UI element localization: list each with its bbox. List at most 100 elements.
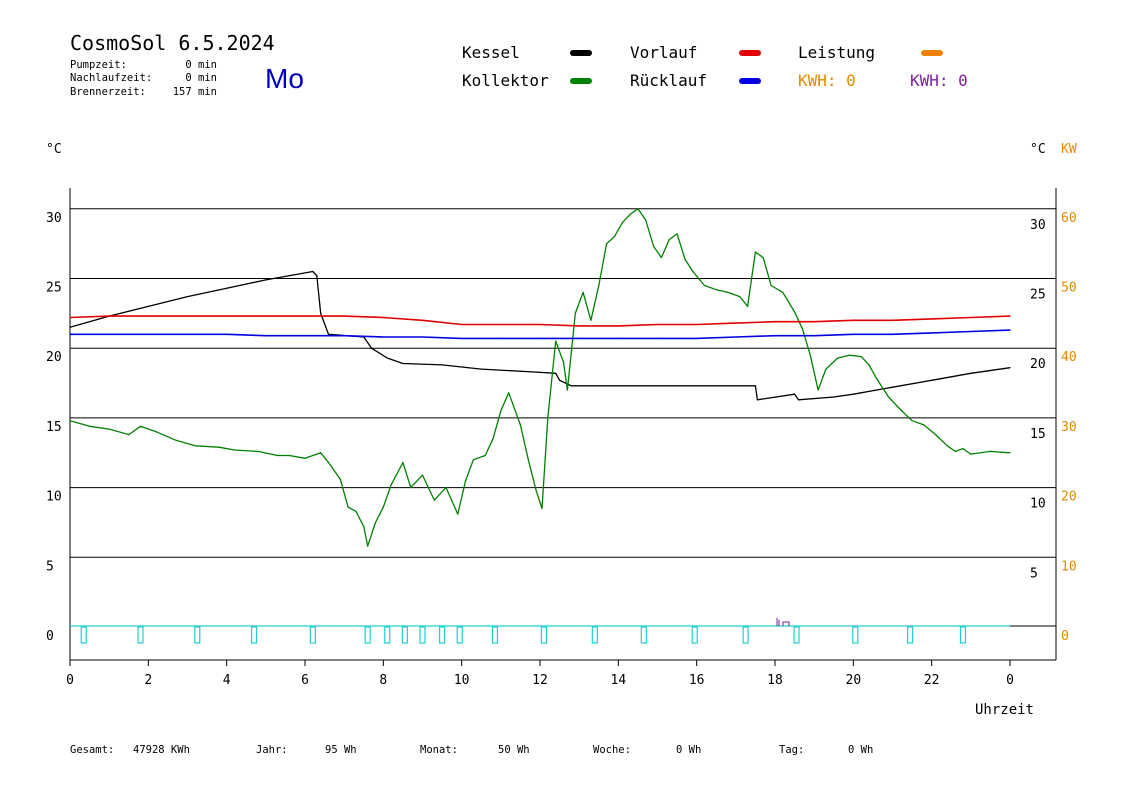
data-point-vorlauf [304,315,306,317]
data-point-kessel [402,362,404,365]
data-point-kollektor [645,219,647,221]
data-point-kollektor [562,361,565,363]
data-point-kollektor [500,410,502,412]
x-tick-label: 0 [1006,673,1014,688]
legend: Kessel Kollektor Vorlauf Rücklauf Leistu… [462,43,968,90]
data-point-kollektor [598,284,600,287]
pump-marker [793,626,800,644]
data-point-ruecklauf [147,333,149,335]
data-point-vorlauf [421,319,424,321]
pump-marker [364,626,371,644]
data-point-kollektor [606,243,608,245]
data-point-kollektor [962,448,964,450]
data-point-kollektor [660,257,663,259]
data-point-ruecklauf [1009,329,1011,331]
y-tick-left: 20 [46,350,62,365]
y-tick-left: 25 [46,281,62,296]
y-tick-left: 10 [46,490,62,505]
data-point-vorlauf [617,325,619,327]
data-point-ruecklauf [539,337,541,339]
kwh-left-label: KWH: 0 [798,71,856,90]
data-point-vorlauf [891,319,894,321]
series-line-ruecklauf [70,329,1011,340]
data-point-kollektor [899,408,901,411]
x-tick-label: 18 [767,673,783,688]
data-point-kollektor [574,312,576,314]
data-point-ruecklauf [774,335,776,337]
data-point-vorlauf [147,315,149,317]
data-point-vorlauf [852,319,854,321]
y-tick-left: 0 [46,629,54,644]
data-point-kessel [320,312,322,314]
data-point-kollektor [535,489,537,491]
data-point-vorlauf [343,315,345,317]
footer-monat-label: Monat: [420,744,458,756]
data-point-kessel [570,385,572,387]
data-point-kollektor [590,319,592,321]
data-point-kollektor [911,420,913,422]
data-point-kollektor [782,291,784,293]
data-point-kollektor [139,425,142,427]
data-point-vorlauf [696,323,698,326]
footer-tag-label: Tag: [779,744,804,756]
data-point-kollektor [555,340,557,342]
data-point-vorlauf [500,323,502,326]
y-tick-right-celsius: 5 [1030,566,1038,581]
x-tick-label: 16 [689,673,705,688]
data-point-vorlauf [382,316,384,319]
y-tick-left: 15 [46,420,62,435]
y-tick-right-kw: 20 [1061,490,1077,505]
pump-marker [309,626,316,644]
data-point-vorlauf [539,323,541,326]
data-point-kollektor [288,454,290,457]
data-point-kollektor [347,506,349,508]
y-tick-right-kw: 10 [1061,559,1077,574]
data-point-kollektor [946,445,948,447]
x-tick-label: 2 [144,673,152,688]
y-tick-right-kw: 40 [1061,350,1077,365]
right-axis-unit: °C [1030,142,1046,157]
data-point-ruecklauf [735,336,737,338]
data-point-kollektor [837,357,839,359]
pump-marker [194,626,201,644]
legend-label-kollektor: Kollektor [462,71,549,90]
x-tick-label: 22 [924,673,940,688]
pump-marker [907,626,914,644]
footer-jahr-label: Jahr: [256,744,288,756]
data-point-kollektor [402,461,404,464]
legend-swatch-vorlauf [739,50,761,56]
pump-marker [438,626,446,644]
data-point-kollektor [339,478,341,480]
data-point-kollektor [155,431,157,433]
data-point-vorlauf [226,315,228,317]
x-tick-label: 10 [454,673,470,688]
stat-brennerzeit-value: 157 min [173,86,217,98]
pump-markers [70,625,1010,644]
data-point-kollektor [621,222,623,224]
pump-marker [250,626,258,644]
data-point-kessel [186,296,189,298]
data-point-ruecklauf [108,333,110,335]
pump-marker [456,626,463,644]
x-tick-label: 6 [301,673,309,688]
data-point-kessel [833,396,835,398]
data-point-kollektor [848,354,851,356]
data-point-kollektor [566,389,569,391]
data-point-ruecklauf [421,336,424,338]
stat-nachlaufzeit-label: Nachlaufzeit: [70,72,152,84]
data-point-kollektor [762,257,764,259]
pump-marker [384,626,391,644]
pump-marker [959,626,967,644]
data-point-kollektor [935,434,937,436]
data-point-kessel [754,385,757,387]
data-point-vorlauf [1009,315,1011,317]
pump-marker [540,626,548,644]
data-point-kollektor [809,354,811,356]
data-point-ruecklauf [813,335,815,337]
stat-pumpzeit-label: Pumpzeit: [70,59,127,71]
x-axis-label: Uhrzeit [975,702,1034,718]
data-point-kollektor [676,233,678,235]
data-point-kessel [69,326,71,328]
data-point-kollektor [233,449,236,451]
